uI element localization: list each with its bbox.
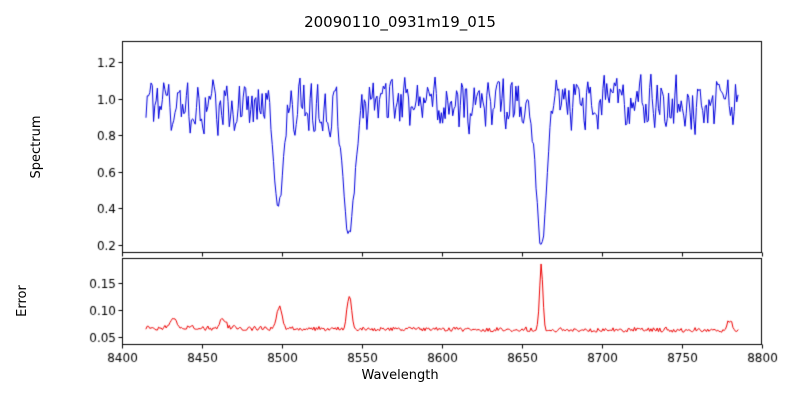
- figure-container: 20090110_0931m19_015 Spectrum Error Wave…: [0, 0, 800, 400]
- spectrum-plot-canvas: [0, 0, 800, 400]
